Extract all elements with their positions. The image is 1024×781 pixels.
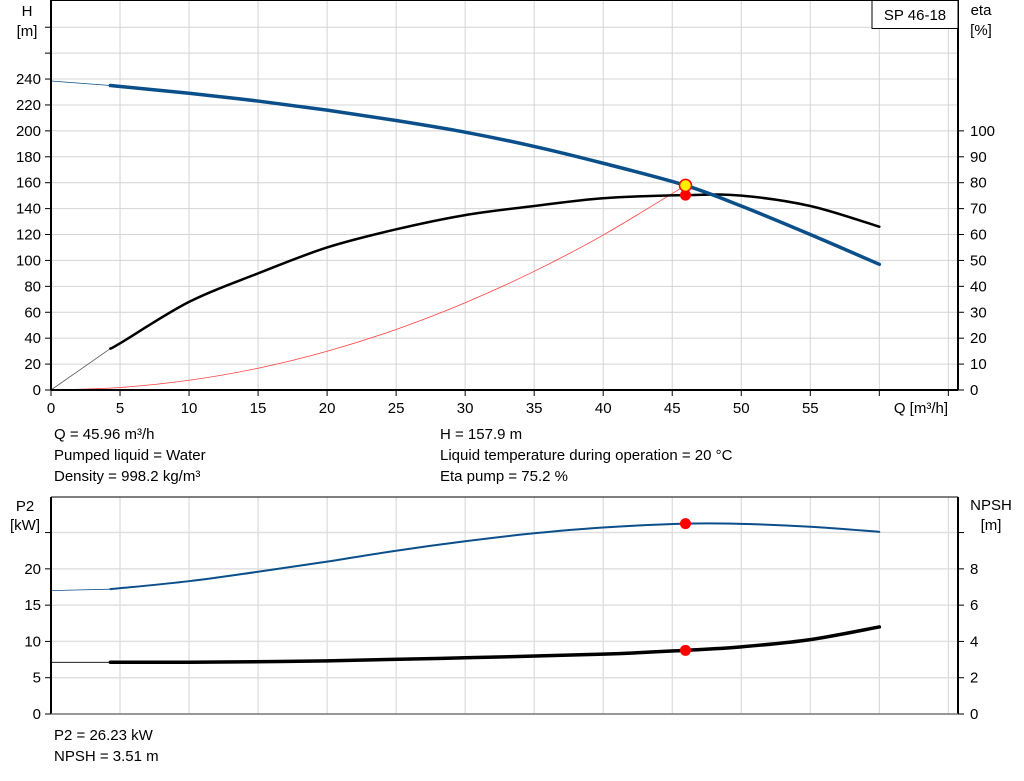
p2-duty-point [679, 518, 691, 530]
h-tick-label: 80 [24, 278, 41, 295]
eta-tick-label: 10 [970, 356, 987, 373]
info-h: H = 157.9 m [440, 426, 523, 443]
h-tick-label: 40 [24, 330, 41, 347]
x-tick-label: 45 [664, 400, 681, 417]
info-liquid: Pumped liquid = Water [54, 447, 206, 464]
info-eta: Eta pump = 75.2 % [440, 468, 568, 485]
info-p2: P2 = 26.23 kW [54, 727, 153, 744]
eta-tick-label: 90 [970, 149, 987, 166]
p2-tick-label: 20 [24, 561, 41, 578]
npsh-tick-label: 6 [970, 597, 978, 614]
axis-labels: H [m] eta [%] Q [m³/h] P2 [kW] NPSH [m] [10, 2, 1012, 534]
x-tick-label: 15 [250, 400, 267, 417]
p2-tick-label: 5 [33, 670, 41, 687]
x-tick-label: 10 [181, 400, 198, 417]
h-tick-label: 220 [16, 97, 41, 114]
h-axis-title: H [22, 3, 33, 20]
x-tick-label: 40 [595, 400, 612, 417]
eta-axis-unit: [%] [970, 22, 992, 39]
x-tick-label: 25 [388, 400, 405, 417]
eta-axis-title: eta [971, 2, 993, 19]
x-tick-label: 35 [526, 400, 543, 417]
x-tick-label: 30 [457, 400, 474, 417]
npsh-tick-label: 4 [970, 633, 978, 650]
npsh-axis-title: NPSH [970, 497, 1012, 514]
bottom-curves [50, 518, 882, 665]
eta-tick-label: 0 [970, 382, 978, 399]
info-npsh: NPSH = 3.51 m [54, 748, 159, 765]
q-axis-title: Q [m³/h] [894, 400, 948, 417]
npsh-axis-unit: [m] [981, 517, 1002, 534]
eta-tick-label: 30 [970, 304, 987, 321]
h-tick-label: 100 [16, 252, 41, 269]
p2-axis-unit: [kW] [10, 517, 40, 534]
h-tick-label: 200 [16, 123, 41, 140]
x-tick-label: 55 [802, 400, 819, 417]
eta-duty-point [679, 189, 691, 201]
h-tick-label: 120 [16, 227, 41, 244]
head-duty-point [678, 178, 693, 193]
h-tick-label: 180 [16, 149, 41, 166]
x-tick-label: 0 [47, 400, 55, 417]
eta-tick-label: 20 [970, 330, 987, 347]
info-temperature: Liquid temperature during operation = 20… [440, 447, 733, 464]
x-tick-label: 20 [319, 400, 336, 417]
bottom-grid [51, 497, 958, 714]
axes: 0 5 10 15 20 25 30 35 40 45 50 55020406080100120140… [16, 0, 995, 723]
eta-tick-label: 100 [970, 123, 995, 140]
model-label-box: SP 46-18 [871, 0, 959, 29]
p2-curve-extrapolated [50, 588, 111, 592]
h-tick-label: 60 [24, 304, 41, 321]
p2-tick-label: 15 [24, 597, 41, 614]
eta-curve-extrapolated [50, 348, 111, 391]
h-tick-label: 140 [16, 201, 41, 218]
x-tick-label: 5 [116, 400, 124, 417]
system-curve [50, 185, 686, 391]
head-curve-extrapolated [50, 80, 111, 86]
h-tick-label: 20 [24, 356, 41, 373]
p2-tick-label: 10 [24, 633, 41, 650]
eta-tick-label: 40 [970, 278, 987, 295]
npsh-tick-label: 2 [970, 670, 978, 687]
p2-tick-label: 0 [33, 706, 41, 723]
h-tick-label: 0 [33, 382, 41, 399]
npsh-curve [108, 625, 882, 665]
p2-axis-title: P2 [16, 498, 34, 515]
eta-tick-label: 80 [970, 175, 987, 192]
h-tick-label: 160 [16, 175, 41, 192]
eta-tick-label: 60 [970, 227, 987, 244]
head-curve [108, 83, 882, 267]
npsh-tick-label: 0 [970, 706, 978, 723]
p2-curve [109, 522, 881, 591]
npsh-tick-label: 8 [970, 561, 978, 578]
h-axis-unit: [m] [17, 23, 38, 40]
x-tick-label: 50 [733, 400, 750, 417]
top-grid [51, 0, 958, 390]
info-density: Density = 998.2 kg/m³ [54, 468, 201, 485]
eta-tick-label: 70 [970, 201, 987, 218]
h-tick-label: 240 [16, 71, 41, 88]
model-label: SP 46-18 [884, 7, 946, 24]
info-q: Q = 45.96 m³/h [54, 426, 155, 443]
eta-curve [109, 193, 881, 350]
eta-tick-label: 50 [970, 252, 987, 269]
top-curves [50, 80, 882, 391]
npsh-duty-point [679, 644, 691, 656]
